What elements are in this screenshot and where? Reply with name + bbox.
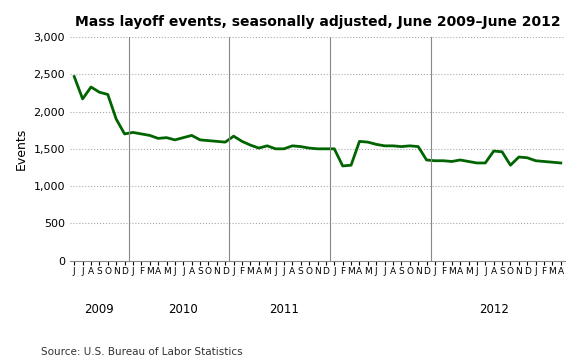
Text: 2010: 2010 (168, 303, 198, 316)
Text: 2012: 2012 (478, 303, 509, 316)
Title: Mass layoff events, seasonally adjusted, June 2009–June 2012: Mass layoff events, seasonally adjusted,… (75, 15, 560, 29)
Text: 2011: 2011 (269, 303, 299, 316)
Text: 2009: 2009 (85, 303, 114, 316)
Y-axis label: Events: Events (15, 128, 28, 170)
Text: Source: U.S. Bureau of Labor Statistics: Source: U.S. Bureau of Labor Statistics (41, 347, 242, 357)
